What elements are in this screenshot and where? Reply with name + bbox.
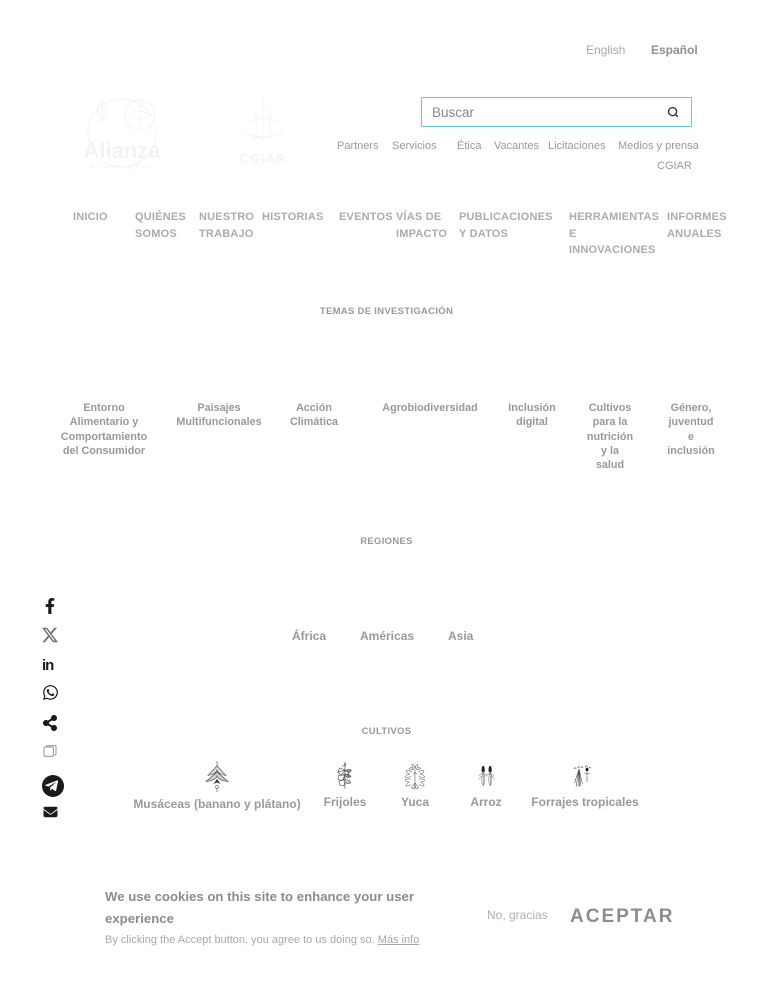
svg-text:Bioversity & CIAT: Bioversity & CIAT — [91, 164, 154, 171]
svg-text:CGIAR: CGIAR — [240, 151, 287, 166]
svg-text:Alianza: Alianza — [83, 138, 161, 163]
